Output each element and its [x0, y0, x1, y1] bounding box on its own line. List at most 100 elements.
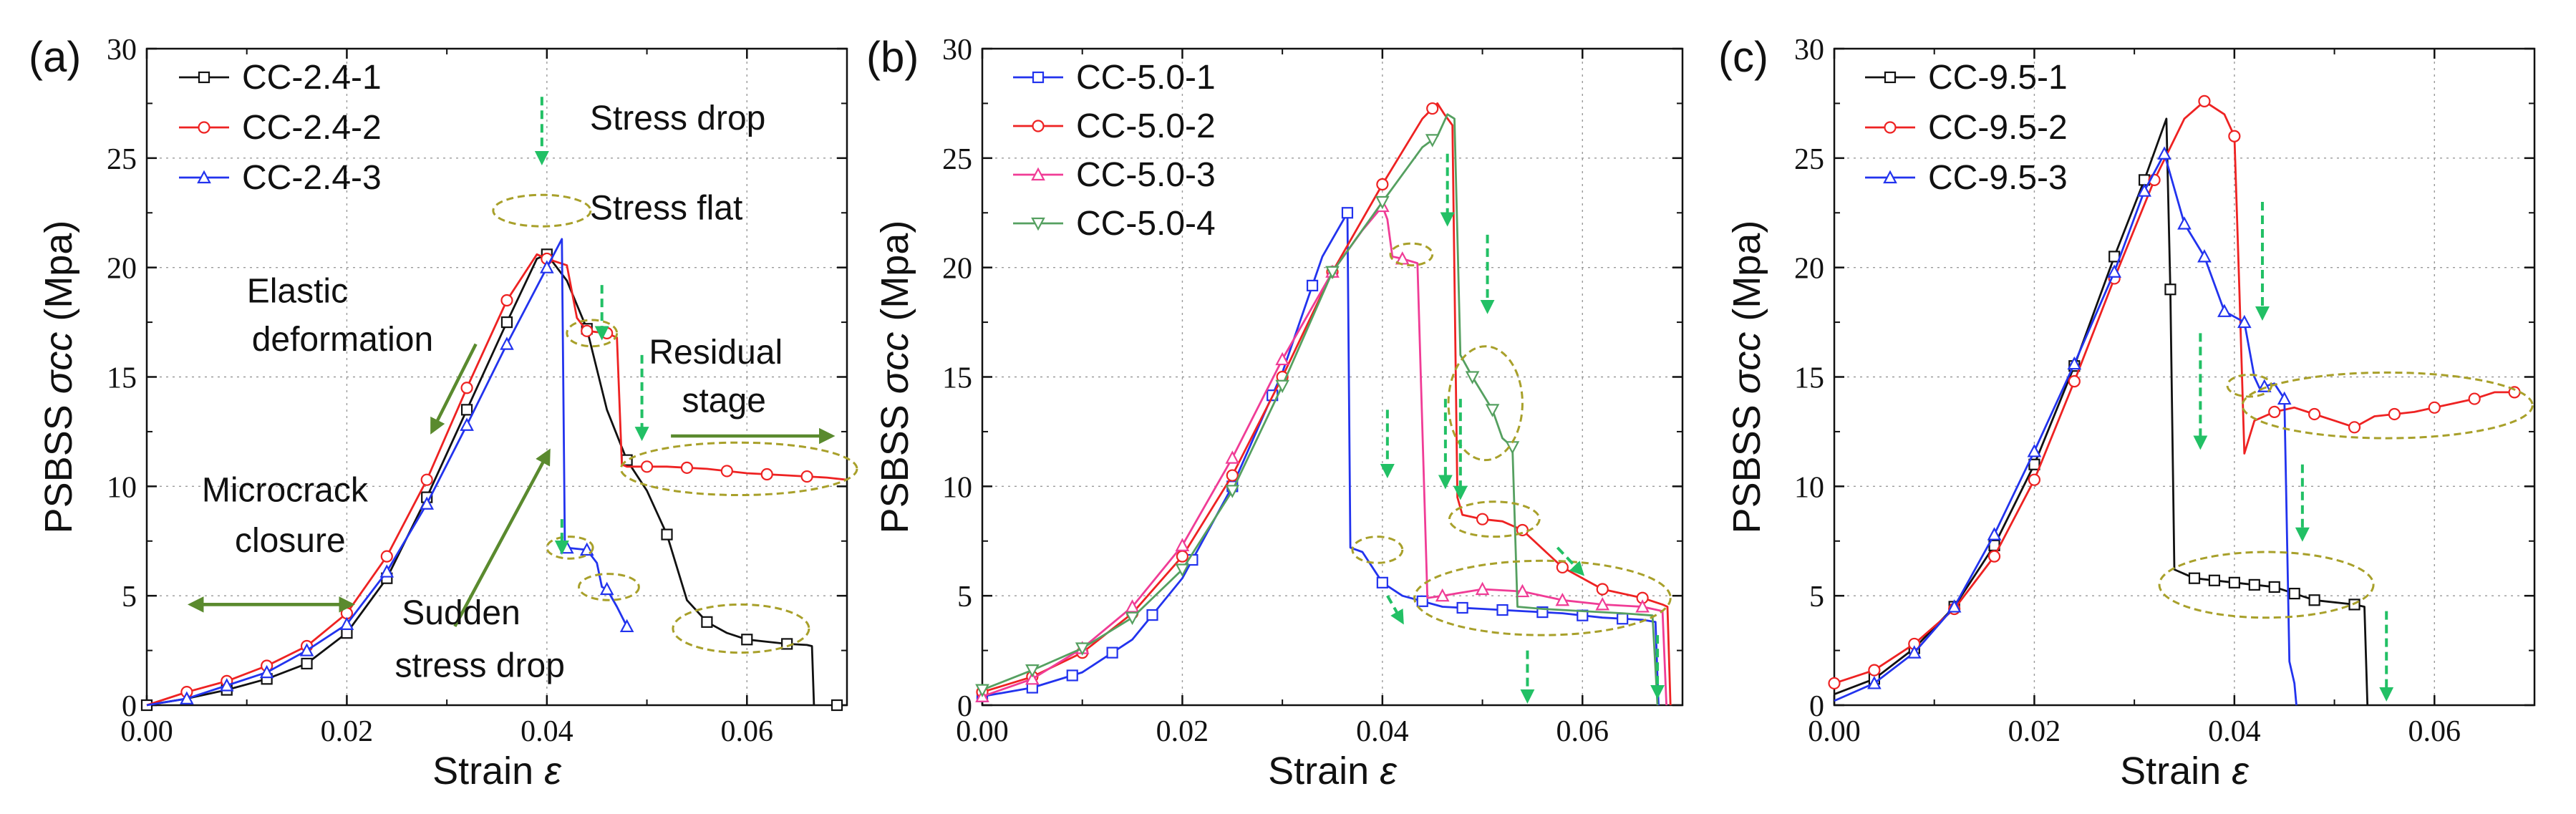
panel-a-point-CC-2.4-2: [800, 470, 813, 483]
panel-a-ytick-label: 25: [107, 143, 137, 176]
panel-c-point-CC-9.5-2: [2228, 130, 2241, 142]
panel-a-xlabel-symbol: ε: [544, 750, 562, 793]
panel-c-ylabel-symbol: σcc: [1725, 332, 1768, 394]
panel-b-legend-label-CC-5.0-4: CC-5.0-4: [1076, 205, 1216, 243]
panel-b-point-CC-5.0-4: [1275, 379, 1289, 394]
panel-a-point-CC-2.4-3: [540, 260, 554, 273]
panel-b-line-CC-5.0-2: [982, 102, 1672, 706]
panel-b-xlabel-symbol: ε: [1380, 750, 1398, 793]
panel-a-ytick-label: 10: [107, 471, 137, 504]
panel-c-line-CC-9.5-2: [1834, 100, 2515, 684]
panel-b-point-CC-5.0-3: [1025, 671, 1040, 685]
panel-a-point-CC-2.4-3: [379, 564, 394, 578]
panel-c-point-CC-9.5-3: [2027, 444, 2042, 457]
panel-c-point-CC-9.5-3: [2137, 183, 2151, 197]
panel-c-point-CC-9.5-1: [2188, 572, 2201, 584]
panel-c-xtick-label: 0.00: [1808, 715, 1861, 748]
panel-b-stress-flat-ellipse: [1448, 500, 1541, 538]
panel-c-point-CC-9.5-2: [2348, 421, 2361, 434]
panel-b-stress-drop-arrow-diag: [1386, 595, 1404, 625]
panel-b-point-CC-5.0-1: [1496, 604, 1509, 616]
panel-c-legend-marker-CC-9.5-1: [1884, 71, 1897, 84]
panel-b: 0.00 0.02 0.04 0.06 0 5 10 15 20 25 30 Strain ε PSBS…: [866, 33, 1684, 793]
panel-a-annotation-stage: stage: [682, 382, 765, 420]
panel-c-letter: (c): [1718, 33, 1768, 81]
panel-a-xtick-label: 0.02: [321, 715, 374, 748]
panel-a-annotation-closure: closure: [235, 522, 346, 560]
panel-b-ytick-label: 15: [942, 362, 972, 395]
panel-c-point-CC-9.5-3: [2277, 391, 2292, 405]
panel-c-xtick-label: 0.06: [2408, 715, 2461, 748]
panel-c-point-CC-9.5-3: [2217, 304, 2232, 317]
panel-c-point-CC-9.5-1: [2228, 576, 2240, 588]
panel-b-legend-marker-CC-5.0-1: [1032, 71, 1045, 84]
panel-b-point-CC-5.0-4: [1075, 642, 1090, 656]
panel-b-point-CC-5.0-3: [1125, 599, 1140, 613]
panel-a-letter: (a): [29, 33, 81, 81]
panel-b-series-CC-5.0-4: [975, 113, 1659, 706]
panel-c-ytick-label: 30: [1794, 34, 1824, 67]
panel-c-point-CC-9.5-2: [1828, 677, 1841, 690]
panel-b-line-CC-5.0-4: [982, 113, 1659, 706]
panel-b-ytick-label: 25: [942, 143, 972, 176]
panel-a-annotation-stress-drop: stress drop: [394, 646, 564, 684]
panel-a-stress-flat-ellipse: [619, 441, 858, 497]
panel-b-point-CC-5.0-4: [1375, 195, 1390, 210]
panel-a-point-CC-2.4-1: [701, 616, 713, 628]
panel-a-stress-flat-ellipse: [672, 603, 810, 654]
panel-c-point-CC-9.5-3: [2197, 249, 2212, 263]
panel-b-xlabel: Strain ε: [1268, 750, 1398, 793]
panel-b-point-CC-5.0-4: [1175, 563, 1190, 577]
panel-c-ytick-label: 10: [1794, 471, 1824, 504]
panel-b-point-CC-5.0-3: [1635, 599, 1650, 613]
panel-c-point-CC-9.5-2: [2268, 405, 2281, 419]
panel-a-legend-label-CC-2.4-2: CC-2.4-2: [242, 109, 382, 147]
panel-a-ticks: 0.00 0.02 0.04 0.06 0 5 10 15 20 25 30: [107, 34, 848, 748]
panel-b-stress-flat-ellipse: [1447, 345, 1524, 462]
panel-b-xtick-label: 0.00: [956, 715, 1009, 748]
panel-a-point-CC-2.4-3: [219, 678, 234, 692]
panel-a-annotation-stress-drop: Stress drop: [590, 100, 765, 137]
panel-a-legend-label-CC-2.4-3: CC-2.4-3: [242, 159, 382, 197]
panel-c-point-CC-9.5-2: [1868, 664, 1881, 677]
panel-a-point-CC-2.4-1: [661, 528, 673, 541]
panel-a-xtick-label: 0.06: [721, 715, 774, 748]
panel-b-legend-marker-CC-5.0-4: [1031, 217, 1045, 231]
panel-c-point-CC-9.5-3: [2157, 146, 2171, 160]
panel-b-point-CC-5.0-2: [1426, 102, 1439, 115]
panel-a-point-CC-2.4-1: [301, 657, 313, 670]
panel-b-point-CC-5.0-1: [1106, 646, 1118, 659]
panel-c-point-CC-9.5-3: [1947, 599, 1962, 613]
panel-b-stress-drop-arrow-diag: [1556, 546, 1585, 576]
panel-a-point-CC-2.4-3: [259, 664, 274, 679]
panel-a-point-CC-2.4-2: [720, 465, 733, 478]
panel-a-point-CC-2.4-2: [500, 294, 513, 307]
panel-b-line-CC-5.0-1: [982, 211, 1660, 706]
panel-c-xtick-label: 0.02: [2008, 715, 2061, 748]
panel-b-point-CC-5.0-4: [1465, 371, 1480, 384]
panel-c-stress-flat-ellipse: [2241, 371, 2534, 440]
panel-c-ylabel-unit: (Mpa): [1725, 221, 1768, 332]
panel-b-point-CC-5.0-3: [1475, 581, 1490, 596]
panel-a-series-CC-2.4-3: [146, 238, 634, 707]
panel-b-ytick-label: 30: [942, 34, 972, 67]
panel-c-xlabel-symbol: ε: [2232, 750, 2250, 793]
panel-c-point-CC-9.5-3: [2237, 314, 2252, 329]
panel-a-point-CC-2.4-3: [180, 691, 194, 704]
panel-b-point-CC-5.0-1: [1617, 613, 1629, 625]
panel-a-point-CC-2.4-3: [339, 616, 354, 631]
panel-b-point-CC-5.0-2: [1556, 561, 1569, 574]
panel-c-point-CC-9.5-3: [1867, 676, 1882, 689]
panel-c-point-CC-9.5-1: [2248, 578, 2260, 591]
panel-c-legend-marker-CC-9.5-3: [1883, 170, 1897, 184]
panel-b-ytick-label: 5: [957, 581, 972, 614]
panel-c-point-CC-9.5-2: [2198, 95, 2211, 107]
panel-b-letter: (b): [866, 33, 919, 81]
panel-b-point-CC-5.0-3: [1435, 588, 1450, 602]
panel-c-xtick-label: 0.04: [2208, 715, 2261, 748]
panel-c-point-CC-9.5-1: [2208, 574, 2221, 586]
panel-c-point-CC-9.5-2: [1987, 550, 2001, 563]
panel-a-stress-flat-ellipse: [578, 573, 640, 601]
panel-b-ylabel-unit: (Mpa): [873, 221, 916, 332]
panel-b-legend-marker-CC-5.0-2: [1032, 120, 1045, 132]
